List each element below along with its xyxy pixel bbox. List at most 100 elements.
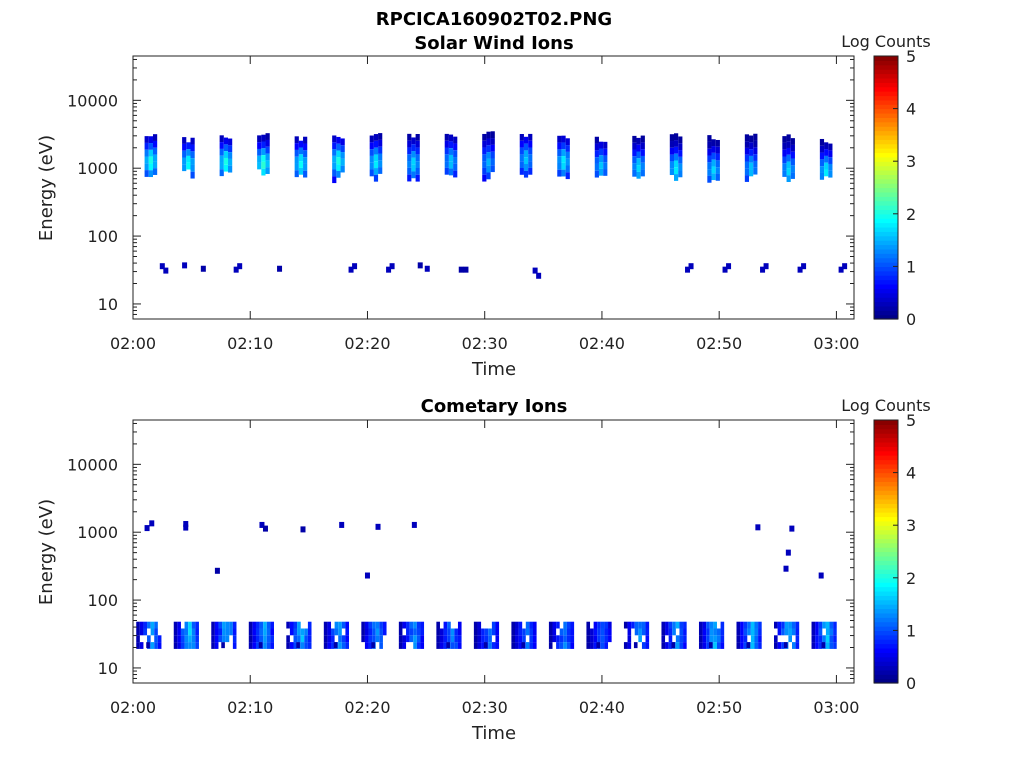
heatmap-cell: [454, 628, 458, 636]
heatmap-cell: [685, 266, 691, 273]
colorbar-segment: [874, 112, 898, 118]
heatmap-cell: [829, 635, 834, 643]
heatmap-cell: [368, 642, 373, 649]
heatmap-cell: [378, 167, 383, 174]
heatmap-cell: [333, 642, 338, 649]
heatmap-cell: [413, 621, 417, 629]
heatmap-cell: [707, 169, 712, 176]
heatmap-cell: [627, 642, 632, 649]
heatmap-cell: [570, 642, 575, 649]
heatmap-cell: [336, 164, 341, 171]
heatmap-cell: [590, 628, 594, 636]
colorbar-segment: [874, 257, 898, 263]
colorbar-segment: [874, 463, 898, 469]
y-tick-label: 100: [87, 591, 118, 610]
heatmap-cell: [368, 635, 373, 643]
heatmap-cell: [345, 642, 350, 649]
heatmap-cell: [444, 147, 449, 155]
colorbar-segment: [874, 525, 898, 531]
heatmap-cell: [565, 145, 570, 152]
colorbar-segment: [874, 244, 898, 250]
heatmap-cell: [518, 628, 523, 636]
colorbar-segment: [874, 599, 898, 605]
heatmap-cell: [375, 621, 380, 629]
heatmap-cell: [407, 140, 412, 148]
heatmap-cell: [413, 642, 417, 649]
colorbar-segment: [874, 222, 898, 228]
colorbar-segment: [874, 608, 898, 614]
heatmap-cell: [822, 635, 826, 643]
colorbar-segment: [874, 69, 898, 75]
heatmap-cell: [228, 138, 233, 146]
heatmap-cell: [453, 170, 458, 178]
heatmap-cell: [259, 521, 265, 528]
heatmap-cell: [458, 266, 464, 273]
heatmap-cell: [150, 642, 155, 649]
heatmap-cell: [191, 642, 196, 649]
heatmap-cell: [557, 149, 562, 157]
heatmap-cell: [815, 621, 819, 629]
colorbar-label: Log Counts: [841, 396, 931, 415]
heatmap-cell: [726, 263, 732, 270]
heatmap-cell: [364, 572, 370, 579]
heatmap-cell: [596, 642, 601, 649]
heatmap-cell: [453, 150, 458, 158]
colorbar-segment: [874, 590, 898, 596]
heatmap-cell: [715, 139, 720, 147]
colorbar-segment: [874, 577, 898, 583]
y-axis: 10 100 1000 10000: [67, 58, 854, 320]
heatmap-cell: [300, 526, 306, 533]
heatmap-cell: [195, 628, 199, 636]
heatmap-cell: [636, 151, 641, 159]
heatmap-cell: [439, 635, 444, 643]
heatmap-cell: [398, 635, 403, 643]
heatmap-cell: [255, 635, 260, 643]
heatmap-cell: [154, 642, 158, 649]
heatmap-cell: [188, 628, 192, 636]
colorbar-segment: [874, 507, 898, 513]
heatmap-cell: [603, 162, 608, 170]
heatmap-cell: [223, 157, 229, 165]
heatmap-cell: [411, 144, 416, 152]
heatmap-cell: [144, 136, 149, 143]
heatmap-cell: [774, 635, 778, 643]
heatmap-cell: [157, 635, 162, 643]
heatmap-cell: [488, 628, 492, 636]
heatmap-cell: [668, 621, 673, 629]
heatmap-cell: [473, 628, 478, 636]
heatmap-cell: [307, 635, 312, 643]
heatmap-cell: [521, 642, 525, 649]
heatmap-cell: [674, 146, 679, 154]
heatmap-cell: [711, 166, 716, 174]
heatmap-cell: [413, 635, 417, 643]
heatmap-cell: [379, 642, 383, 649]
heatmap-cell: [785, 549, 791, 556]
y-axis-label: Energy (eV): [36, 135, 57, 241]
heatmap-cell: [623, 642, 628, 649]
x-tick-label: 02:10: [227, 698, 273, 717]
heatmap-cell: [674, 167, 679, 175]
heatmap-cell: [698, 621, 703, 629]
heatmap-cell: [200, 265, 206, 272]
colorbar-frame: [873, 55, 899, 320]
heatmap-cell: [378, 139, 383, 147]
heatmap-cell: [490, 131, 495, 139]
heatmap-cell: [638, 635, 642, 643]
heatmap-cell: [255, 621, 260, 629]
heatmap-cell: [740, 628, 744, 636]
heatmap-cell: [711, 146, 716, 153]
heatmap-cell: [417, 262, 423, 269]
heatmap-cell: [289, 628, 294, 636]
heatmap-cell: [640, 155, 645, 163]
heatmap-cell: [173, 628, 178, 636]
heatmap-cell: [144, 142, 149, 150]
heatmap-cell: [182, 137, 187, 144]
heatmap-cell: [565, 158, 570, 166]
heatmap-cell: [707, 135, 712, 142]
colorbar-segment: [874, 503, 898, 509]
heatmap-cell: [774, 621, 778, 629]
heatmap-cell: [177, 642, 181, 649]
heatmap-cell: [211, 642, 215, 649]
heatmap-cell: [641, 621, 646, 629]
heatmap-cell: [144, 170, 149, 177]
